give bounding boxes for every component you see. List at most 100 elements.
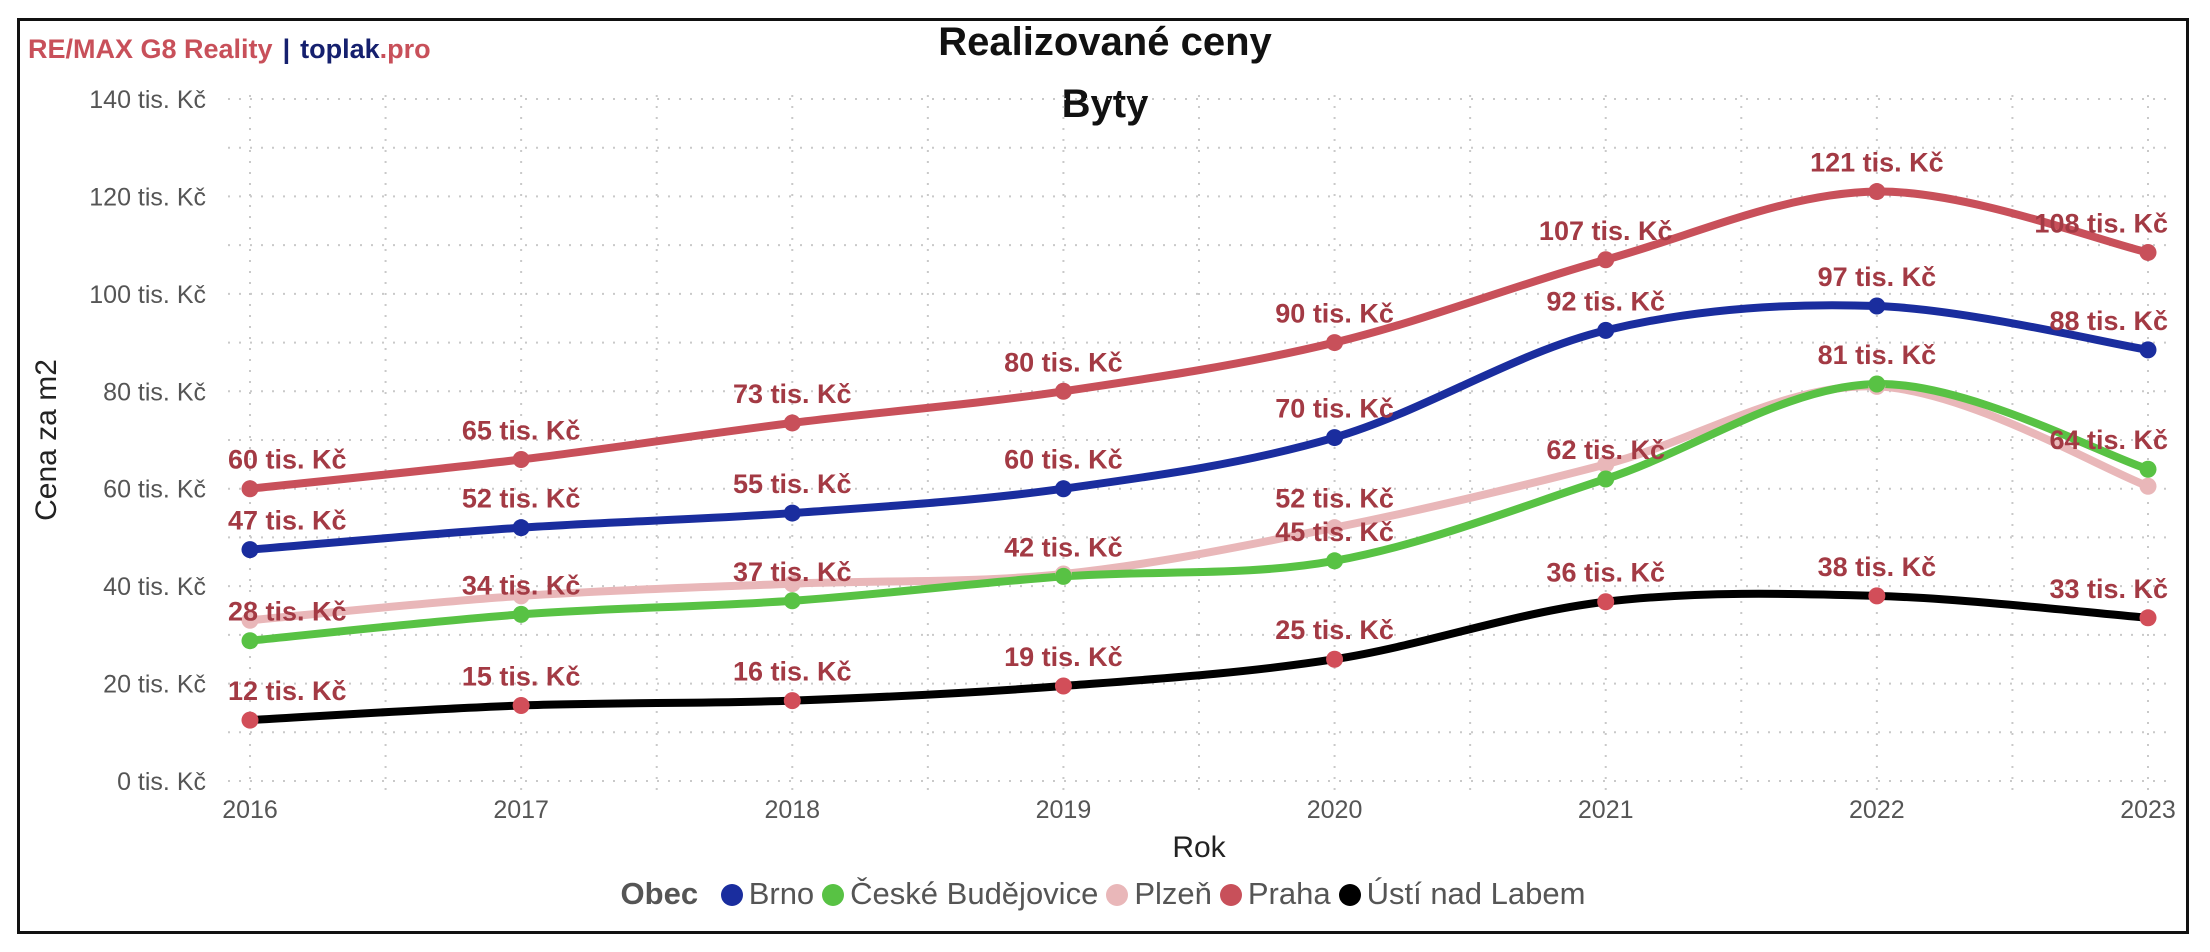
data-label-brno: 88 tis. Kč [2049, 306, 2168, 336]
legend-title: Obec [620, 876, 699, 911]
x-tick-label: 2019 [1036, 796, 1092, 824]
data-point-usti-nad-labem [2139, 609, 2157, 627]
data-label-brno: 52 tis. Kč [462, 484, 581, 514]
data-label-brno: 97 tis. Kč [1818, 262, 1937, 292]
series-line-ceske-budejovice [246, 379, 2152, 645]
data-label-brno: 70 tis. Kč [1275, 394, 1394, 424]
data-point-usti-nad-labem [783, 692, 801, 710]
data-label-usti-nad-labem: 19 tis. Kč [1004, 642, 1123, 672]
y-tick-label: 0 tis. Kč [117, 768, 206, 796]
x-tick-label: 2020 [1307, 796, 1363, 824]
y-tick-label: 60 tis. Kč [103, 476, 206, 504]
data-point-ceske-budejovice [241, 632, 259, 650]
series-line-brno [246, 301, 2152, 554]
data-label-brno: 47 tis. Kč [228, 506, 347, 536]
legend-marker [822, 884, 845, 906]
data-label-ceske-budejovice: 28 tis. Kč [228, 597, 347, 627]
legend-label: České Budějovice [850, 876, 1099, 911]
data-point-usti-nad-labem [1054, 677, 1072, 695]
data-label-usti-nad-labem: 38 tis. Kč [1818, 552, 1937, 582]
y-tick-label: 40 tis. Kč [103, 573, 206, 601]
data-label-brno: 92 tis. Kč [1546, 286, 1665, 316]
legend-item-usti-nad-labem: Ústí nad Labem [1338, 876, 1586, 912]
data-point-ceske-budejovice [1597, 470, 1615, 488]
data-label-brno: 55 tis. Kč [733, 469, 852, 499]
x-tick-label: 2021 [1578, 796, 1634, 824]
legend-item-brno: Brno [720, 876, 815, 912]
data-point-brno [1868, 297, 1886, 315]
data-point-ceske-budejovice [512, 605, 530, 623]
x-tick-label: 2022 [1849, 796, 1905, 824]
x-tick-label: 2016 [222, 796, 278, 824]
data-point-praha [1868, 183, 1886, 201]
data-label-praha: 60 tis. Kč [228, 445, 347, 475]
data-label-usti-nad-labem: 25 tis. Kč [1275, 615, 1394, 645]
legend-marker [1338, 884, 1361, 906]
legend-item-plzen: Plzeň [1106, 876, 1212, 912]
data-label-brno: 60 tis. Kč [1004, 445, 1123, 475]
data-label-ceske-budejovice: 45 tis. Kč [1275, 517, 1394, 547]
series-line-usti-nad-labem [246, 589, 2152, 725]
data-point-praha [241, 480, 259, 498]
data-label-usti-nad-labem: 12 tis. Kč [228, 676, 347, 706]
data-point-plzen [2139, 477, 2157, 495]
x-tick-label: 2023 [2120, 796, 2176, 824]
legend-marker [720, 884, 743, 906]
x-tick-label: 2018 [764, 796, 820, 824]
legend-label: Praha [1247, 876, 1331, 911]
data-point-plzen [783, 575, 801, 593]
legend-item-ceske-budejovice: České Budějovice [822, 876, 1098, 912]
data-point-brno [512, 519, 530, 537]
data-point-usti-nad-labem [1597, 593, 1615, 611]
data-point-praha [1326, 334, 1344, 352]
chart-subtitle: Byty [1061, 82, 1149, 126]
data-label-ceske-budejovice: 34 tis. Kč [462, 570, 581, 600]
brand-logo: RE/MAX G8 Reality | toplak.pro [28, 34, 431, 65]
brand-separator: | [282, 34, 291, 64]
y-tick-label: 20 tis. Kč [103, 671, 206, 699]
y-tick-label: 80 tis. Kč [103, 378, 206, 406]
legend-marker [1106, 884, 1129, 906]
data-point-ceske-budejovice [1326, 552, 1344, 570]
data-label-ceske-budejovice: 37 tis. Kč [733, 557, 852, 587]
data-point-usti-nad-labem [241, 711, 259, 729]
data-label-praha: 80 tis. Kč [1004, 347, 1123, 377]
data-point-usti-nad-labem [512, 696, 530, 714]
series-line-praha [246, 187, 2152, 493]
legend-item-praha: Praha [1219, 876, 1331, 912]
data-point-plzen [241, 611, 259, 629]
chart-title: Realizované ceny [938, 20, 1272, 64]
data-point-praha [1054, 382, 1072, 400]
data-point-praha [512, 450, 530, 468]
data-label-praha: 107 tis. Kč [1539, 216, 1673, 246]
y-tick-label: 120 tis. Kč [89, 183, 206, 211]
x-axis-title: Rok [1172, 831, 1226, 864]
y-tick-label: 100 tis. Kč [89, 281, 206, 309]
data-label-praha: 108 tis. Kč [2034, 208, 2168, 238]
data-point-praha [783, 414, 801, 432]
brand-pro: .pro [379, 34, 431, 64]
data-point-praha [2139, 243, 2157, 261]
brand-toplak: toplak [300, 34, 380, 64]
data-label-praha: 90 tis. Kč [1275, 299, 1394, 329]
x-tick-label: 2017 [493, 796, 549, 824]
data-label-usti-nad-labem: 15 tis. Kč [462, 661, 581, 691]
data-point-brno [1054, 480, 1072, 498]
data-point-brno [2139, 341, 2157, 359]
data-point-usti-nad-labem [1326, 650, 1344, 668]
data-label-praha: 65 tis. Kč [462, 415, 581, 445]
legend-label: Brno [748, 876, 815, 911]
data-point-praha [1597, 251, 1615, 269]
chart-frame [17, 18, 2189, 934]
data-point-ceske-budejovice [2139, 460, 2157, 478]
data-point-ceske-budejovice [1868, 375, 1886, 393]
y-axis-title: Cena za m2 [30, 359, 63, 521]
legend-label: Ústí nad Labem [1366, 876, 1586, 911]
y-tick-label: 140 tis. Kč [89, 86, 206, 114]
data-point-brno [1326, 429, 1344, 447]
data-label-ceske-budejovice: 42 tis. Kč [1004, 532, 1123, 562]
data-label-praha: 73 tis. Kč [733, 379, 852, 409]
data-label-usti-nad-labem: 16 tis. Kč [733, 657, 852, 687]
brand-remax: RE/MAX G8 Reality [28, 34, 273, 64]
legend: Obec Brno České Budějovice Plzeň Praha Ústí … [0, 876, 2210, 912]
